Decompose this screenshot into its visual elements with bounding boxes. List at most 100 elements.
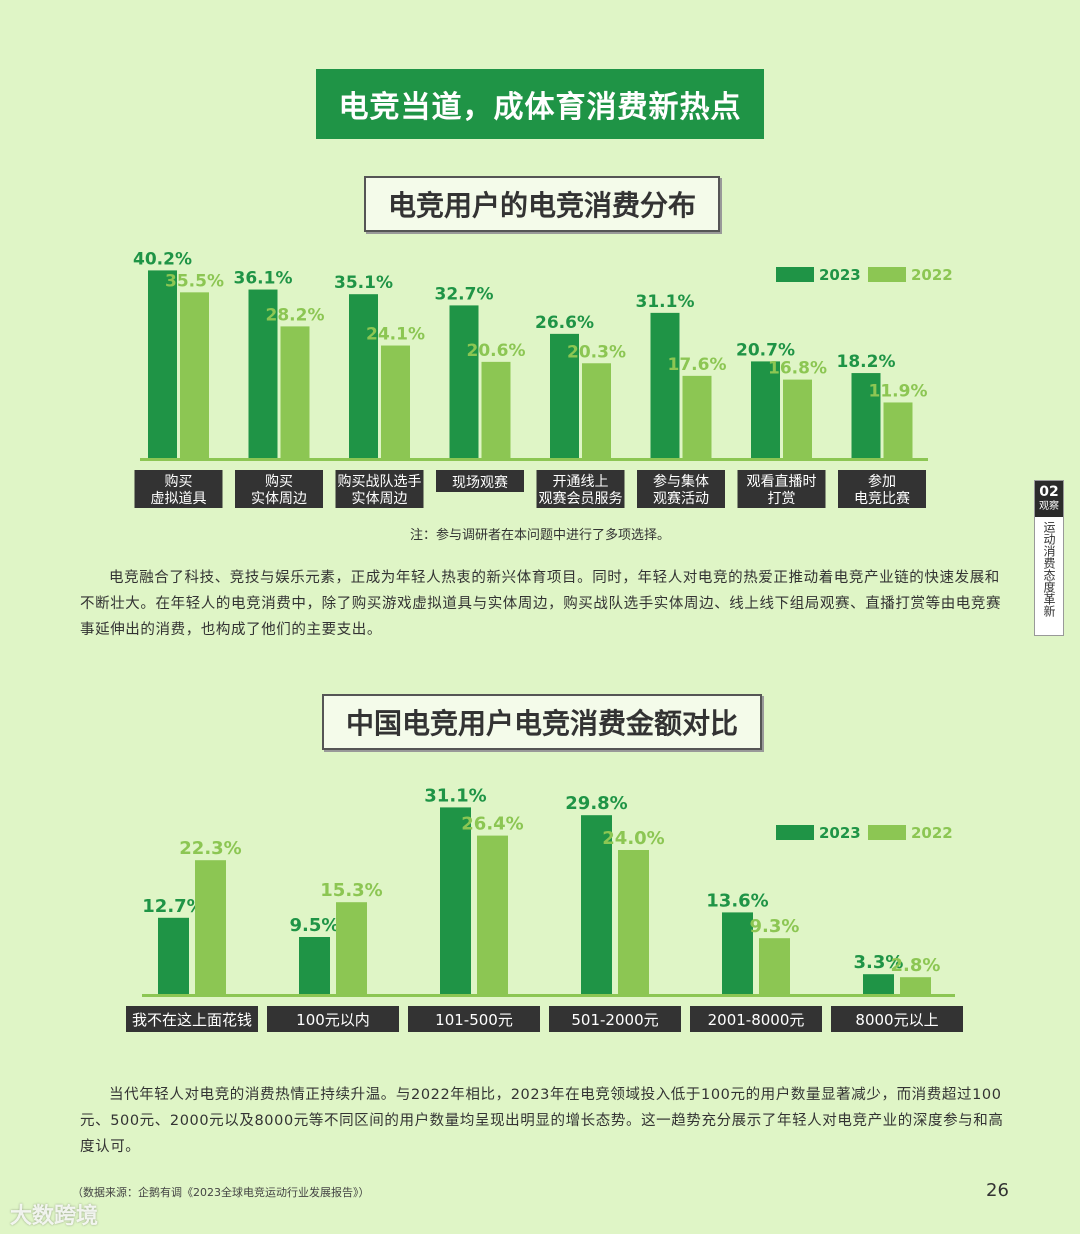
category-label-0-0: 我不在这上面花钱 [132, 1011, 252, 1029]
category-box-4 [690, 1006, 822, 1032]
data-label-2022-2: 26.4% [461, 814, 523, 835]
bar-2022-4 [759, 938, 790, 994]
category-box-0 [126, 1006, 258, 1032]
category-box-5 [831, 1006, 963, 1032]
category-box-1 [267, 1006, 399, 1032]
data-label-2022-1: 28.2% [266, 305, 325, 325]
category-label-0-0: 购买 [165, 474, 193, 490]
bar-2023-1 [299, 937, 330, 994]
x-axis-line [142, 994, 955, 997]
legend-swatch-2022 [868, 825, 906, 840]
category-box-2 [335, 470, 424, 508]
data-label-2023-2: 35.1% [334, 273, 393, 293]
data-label-2022-3: 20.6% [467, 341, 526, 361]
category-box-2 [408, 1006, 540, 1032]
data-label-2023-5: 3.3% [854, 952, 904, 973]
bar-2023-7 [851, 373, 881, 458]
data-label-2023-6: 20.7% [736, 340, 795, 360]
category-label-0-1: 虚拟道具 [151, 491, 207, 507]
category-label-7-0: 参加 [868, 473, 896, 490]
bar-2023-4 [550, 333, 579, 458]
data-source: （数据来源：企鹅有调《2023全球电竞运动行业发展报告》） [72, 1186, 370, 1199]
bar-2022-0 [180, 292, 209, 458]
bar-2023-3 [581, 815, 612, 994]
chart2-spending-comparison: 12.7% 22.3% 我不在这上面花钱 9.5% 15.3% 100元以内 31.1% 26… [126, 785, 963, 1032]
data-label-2023-4: 13.6% [706, 890, 768, 911]
data-label-2023-5: 31.1% [636, 292, 695, 312]
data-label-2023-3: 29.8% [565, 793, 627, 814]
data-label-2022-0: 35.5% [165, 271, 224, 291]
bar-2023-6 [751, 361, 780, 458]
legend-swatch-2022 [868, 267, 906, 282]
category-label-7-1: 电竞比赛 [854, 490, 910, 507]
data-label-2023-2: 31.1% [424, 785, 486, 806]
data-label-2022-0: 22.3% [179, 838, 241, 859]
category-box-1 [235, 470, 323, 508]
legend-label-2022: 2022 [911, 824, 953, 842]
data-label-2023-0: 40.2% [133, 249, 192, 269]
category-box-5 [637, 470, 725, 508]
bar-2022-0 [195, 860, 226, 994]
data-label-2022-5: 17.6% [668, 355, 727, 375]
x-axis-line [140, 458, 928, 461]
data-label-2022-4: 9.3% [750, 916, 800, 937]
category-label-4-0: 2001-8000元 [708, 1011, 805, 1029]
bar-2023-0 [148, 270, 177, 458]
section-side-tab: 02 观察 运动消费态度革新 [1034, 480, 1064, 636]
category-label-1-1: 实体周边 [251, 491, 307, 507]
legend-label-2022: 2022 [911, 266, 953, 284]
page-banner: 电竞当道，成体育消费新热点 [316, 69, 764, 139]
page-number: 26 [986, 1180, 1009, 1201]
category-box-4 [536, 470, 625, 508]
data-label-2022-1: 15.3% [320, 880, 382, 901]
category-label-2-1: 实体周边 [352, 491, 408, 507]
bar-2022-3 [481, 361, 511, 458]
category-label-3-0: 现场观赛 [452, 475, 508, 491]
data-label-2022-2: 24.1% [366, 325, 425, 345]
data-label-2022-3: 24.0% [602, 828, 664, 849]
legend-swatch-2023 [776, 825, 814, 840]
chart2-title: 中国电竞用户电竞消费金额对比 [322, 694, 762, 750]
section-text: 运动消费态度革新 [1042, 521, 1056, 617]
category-label-6-0: 观看直播时 [747, 473, 817, 490]
data-label-2022-7: 11.9% [869, 381, 928, 401]
category-label-2-0: 101-500元 [435, 1011, 513, 1029]
category-box-0 [134, 470, 223, 508]
section-number: 02 [1035, 481, 1063, 500]
paragraph-2: 当代年轻人对电竞的消费热情正持续升温。与2022年相比，2023年在电竞领域投入… [80, 1087, 1004, 1155]
category-box-6 [737, 470, 826, 508]
data-label-2022-6: 16.8% [768, 359, 827, 379]
category-box-3 [549, 1006, 681, 1032]
category-label-1-0: 购买 [265, 474, 293, 490]
chart1-title: 电竞用户的电竞消费分布 [364, 176, 720, 232]
data-label-2023-3: 32.7% [435, 284, 494, 304]
paragraph-1: 电竞融合了科技、竞技与娱乐元素，正成为年轻人热衷的新兴体育项目。同时，年轻人对电… [80, 570, 1002, 638]
bar-2023-5 [650, 312, 680, 458]
bar-2023-5 [863, 974, 894, 994]
bar-2023-2 [440, 807, 471, 994]
bar-2023-0 [158, 917, 189, 994]
bar-2022-5 [900, 977, 931, 994]
section-label: 观察 [1035, 500, 1063, 517]
data-label-2022-4: 20.3% [567, 342, 626, 362]
data-label-2022-5: 2.8% [891, 955, 941, 976]
category-box-7 [838, 470, 926, 508]
category-label-4-0: 开通线上 [553, 474, 609, 490]
legend-label-2023: 2023 [819, 824, 861, 842]
category-label-5-0: 参与集体 [653, 473, 709, 490]
bar-2023-3 [449, 305, 479, 458]
bar-2022-6 [783, 379, 812, 458]
bar-2022-4 [582, 363, 611, 458]
bar-2023-2 [349, 294, 378, 458]
category-box-3 [436, 470, 524, 492]
category-label-4-1: 观赛会员服务 [539, 491, 623, 507]
data-label-2023-4: 26.6% [535, 313, 594, 333]
bar-2022-3 [618, 850, 649, 994]
bar-2022-5 [682, 375, 712, 458]
bar-2022-7 [883, 402, 913, 458]
data-label-2023-0: 12.7% [142, 896, 204, 917]
legend-swatch-2023 [776, 267, 814, 282]
bar-2022-1 [280, 326, 310, 458]
bar-2022-1 [336, 902, 367, 994]
